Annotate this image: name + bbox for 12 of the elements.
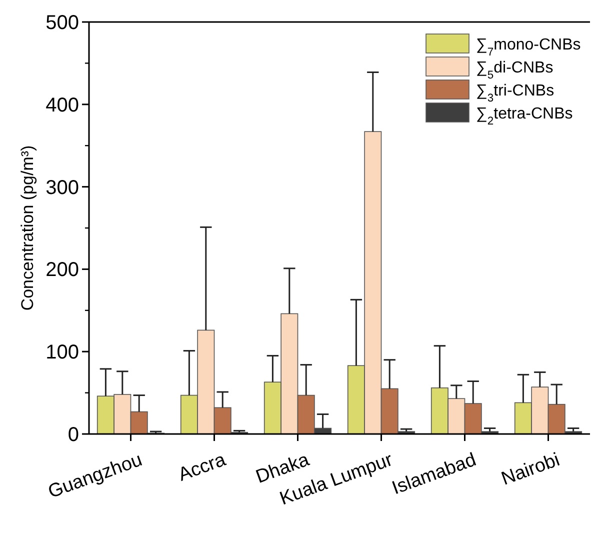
legend-label: ∑$_{7}$mono-CNBs [476,36,581,59]
y-axis-title: Concentration (pg/m³) [18,145,37,311]
y-tick-label: 400 [46,94,79,116]
legend-label: ∑$_{2}$tetra-CNBs [476,106,573,128]
y-tick-label: 0 [68,424,79,446]
y-tick-label: 200 [46,259,79,282]
y-tick-label: 500 [46,12,79,34]
y-tick-label: 100 [46,342,79,364]
x-tick-label: Accra [176,449,229,486]
legend-label: ∑$_{5}$di-CNBs [476,60,554,82]
y-tick-label: 300 [46,176,79,199]
legend-label: ∑$_{3}$tri-CNBs [476,82,554,105]
